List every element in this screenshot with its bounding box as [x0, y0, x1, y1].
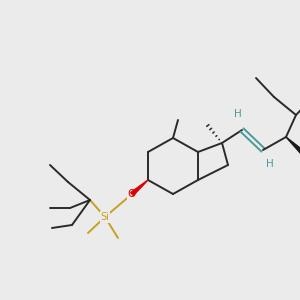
Text: H: H [266, 159, 274, 169]
Polygon shape [286, 137, 300, 154]
Text: O: O [128, 189, 136, 199]
Text: H: H [234, 109, 242, 119]
Text: Si: Si [100, 212, 109, 222]
Polygon shape [131, 180, 148, 196]
